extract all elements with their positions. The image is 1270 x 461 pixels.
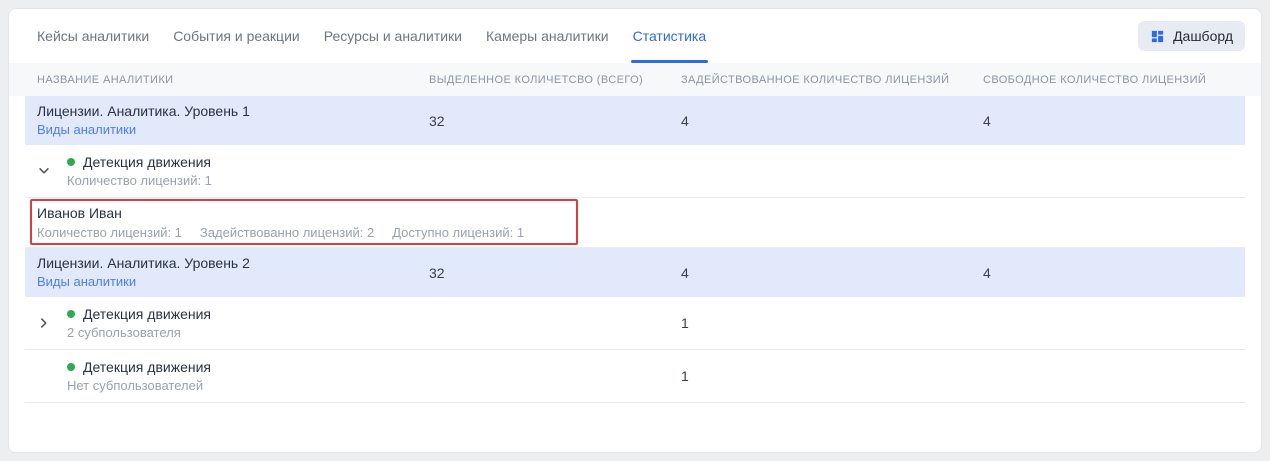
table-row-license-group-1[interactable]: Лицензии. Аналитика. Уровень 1 Виды анал… (25, 96, 1245, 145)
analytic-subtitle: 2 субпользователя (67, 325, 181, 340)
tab-events-reactions[interactable]: События и реакции (173, 28, 300, 44)
free-count: 4 (983, 264, 991, 281)
table-header: НАЗВАНИЕ АНАЛИТИКИ ВЫДЕЛЕННОЕ КОЛИЧЕТСВО… (9, 63, 1261, 96)
group-title: Лицензии. Аналитика. Уровень 1 (37, 102, 250, 119)
user-name: Иванов Иван (37, 205, 122, 221)
table-row-analytic-expanded[interactable]: Детекция движения Количество лицензий: 1 (25, 145, 1245, 198)
table-row-license-group-2[interactable]: Лицензии. Аналитика. Уровень 2 Виды анал… (25, 248, 1245, 297)
column-header-free: СВОБОДНОЕ КОЛИЧЕСТВО ЛИЦЕНЗИЙ (983, 73, 1207, 86)
table-row-analytic-no-subusers[interactable]: Детекция движения Нет субпользователей 1 (25, 350, 1245, 403)
used-count: 1 (681, 368, 689, 384)
free-count: 4 (983, 112, 991, 129)
analytics-types-link[interactable]: Виды аналитики (37, 121, 137, 137)
statistics-panel: Кейсы аналитики События и реакции Ресурс… (8, 8, 1262, 453)
column-header-used: ЗАДЕЙСТВОВАННОЕ КОЛИЧЕСТВО ЛИЦЕНЗИЙ (681, 73, 950, 86)
meta-used-licenses: Задействованно лицензий: 2 (199, 225, 375, 240)
dashboard-button-label: Дашборд (1173, 28, 1233, 44)
tab-camera-analytics[interactable]: Камеры аналитики (486, 28, 609, 44)
analytic-subtitle: Количество лицензий: 1 (67, 173, 212, 188)
group-title: Лицензии. Аналитика. Уровень 2 (37, 254, 250, 271)
analytic-title: Детекция движения (83, 359, 211, 375)
analytic-title: Детекция движения (83, 154, 211, 170)
used-count: 4 (681, 264, 689, 281)
status-dot-icon (67, 363, 75, 371)
dashboard-grid-icon (1150, 29, 1165, 44)
table-body: Лицензии. Аналитика. Уровень 1 Виды анал… (25, 96, 1245, 403)
tab-statistics[interactable]: Статистика (630, 9, 708, 63)
table-row-user[interactable]: Иванов Иван Количество лицензий: 1 Задей… (25, 198, 1245, 248)
user-license-meta: Количество лицензий: 1 Задействованно ли… (37, 225, 1233, 240)
analytic-subtitle: Нет субпользователей (67, 378, 204, 393)
meta-license-count: Количество лицензий: 1 (37, 225, 182, 240)
column-header-name: НАЗВАНИЕ АНАЛИТИКИ (37, 73, 174, 86)
analytic-title: Детекция движения (83, 306, 211, 322)
column-header-allocated: ВЫДЕЛЕННОЕ КОЛИЧЕТСВО (ВСЕГО) (429, 73, 644, 86)
chevron-down-icon[interactable] (37, 164, 59, 178)
allocated-count: 32 (429, 264, 445, 281)
allocated-count: 32 (429, 112, 445, 129)
status-dot-icon (67, 310, 75, 318)
chevron-right-icon[interactable] (37, 316, 59, 330)
dashboard-button[interactable]: Дашборд (1138, 21, 1245, 51)
tab-resources-analytics[interactable]: Ресурсы и аналитики (323, 28, 463, 44)
table-row-analytic-collapsed[interactable]: Детекция движения 2 субпользователя 1 (25, 297, 1245, 350)
tabs: Кейсы аналитики События и реакции Ресурс… (37, 9, 708, 63)
used-count: 4 (681, 112, 689, 129)
analytics-types-link[interactable]: Виды аналитики (37, 273, 137, 289)
status-dot-icon (67, 158, 75, 166)
tab-analytics-cases[interactable]: Кейсы аналитики (37, 28, 150, 44)
tab-bar: Кейсы аналитики События и реакции Ресурс… (9, 9, 1261, 63)
used-count: 1 (681, 315, 689, 331)
meta-available-licenses: Доступно лицензий: 1 (392, 225, 525, 240)
